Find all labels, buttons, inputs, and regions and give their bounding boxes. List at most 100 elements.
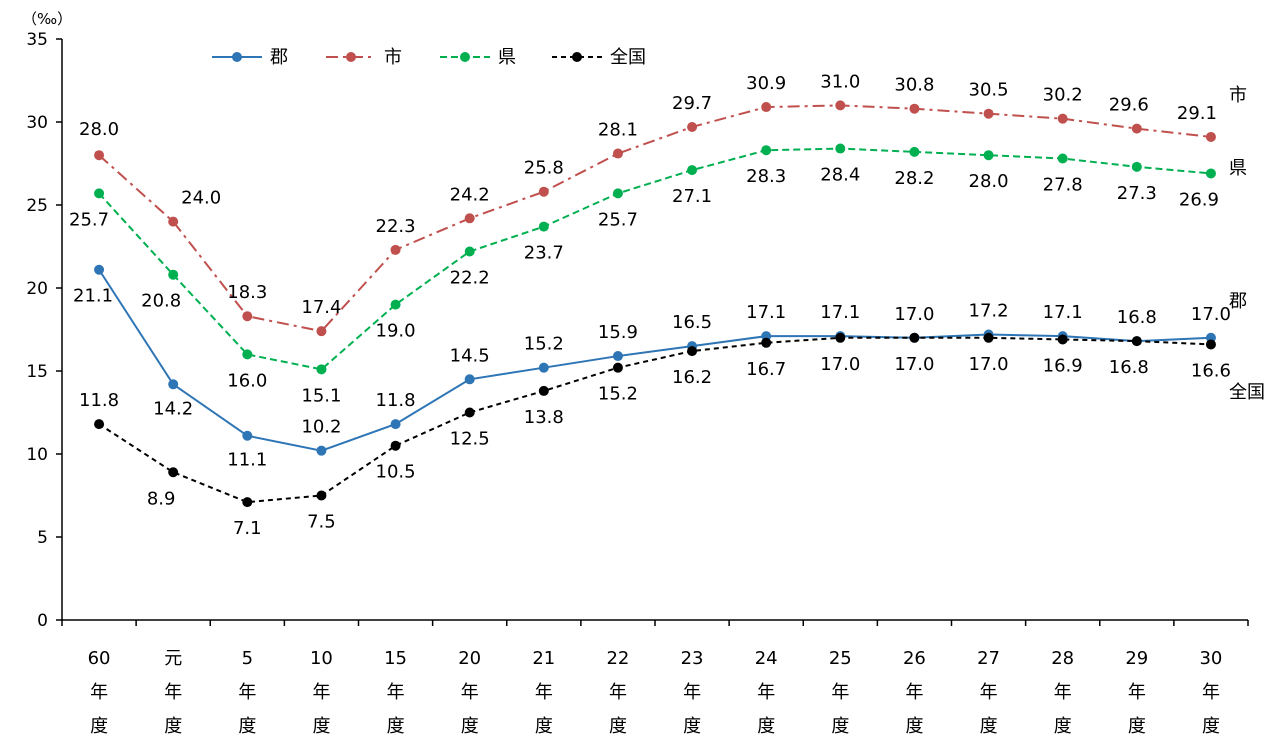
data-label: 25.7 bbox=[69, 209, 109, 230]
x-tick-label: 度 bbox=[387, 716, 405, 737]
series-1-point bbox=[909, 103, 920, 114]
x-tick-label: 度 bbox=[90, 716, 108, 737]
y-tick-label: 15 bbox=[26, 362, 48, 382]
x-tick-label: 22 bbox=[606, 648, 629, 669]
series-0-point bbox=[316, 445, 327, 456]
data-label: 24.0 bbox=[181, 188, 221, 209]
data-label: 12.5 bbox=[450, 429, 490, 450]
x-tick-label: 24 bbox=[755, 648, 778, 669]
series-0-point bbox=[464, 374, 475, 385]
series-3-point bbox=[983, 332, 994, 343]
data-label: 17.4 bbox=[301, 297, 341, 318]
x-tick-label: 度 bbox=[238, 716, 256, 737]
series-2-point bbox=[94, 188, 105, 199]
series-2-point bbox=[464, 246, 475, 257]
data-label: 16.8 bbox=[1117, 307, 1157, 328]
series-2-point bbox=[687, 165, 698, 176]
series-3-point bbox=[909, 332, 920, 343]
series-lines bbox=[98, 104, 1212, 504]
data-label: 31.0 bbox=[820, 71, 860, 92]
y-axis-unit-label: （‰） bbox=[22, 10, 72, 28]
data-label: 15.2 bbox=[524, 334, 564, 355]
series-1-point bbox=[612, 148, 623, 159]
data-label: 16.9 bbox=[1043, 355, 1083, 376]
legend-marker bbox=[232, 52, 242, 62]
series-0-point bbox=[94, 264, 105, 275]
x-tick-label: 度 bbox=[831, 716, 849, 737]
series-3-point bbox=[390, 440, 401, 451]
x-tick-label: 21 bbox=[532, 648, 555, 669]
data-label: 29.1 bbox=[1177, 103, 1217, 124]
series-1-point bbox=[168, 216, 179, 227]
x-tick-label: 度 bbox=[683, 716, 701, 737]
series-2-point bbox=[316, 364, 327, 375]
legend-label: 郡 bbox=[270, 47, 288, 68]
data-label: 30.5 bbox=[969, 80, 1009, 101]
data-label: 28.2 bbox=[894, 168, 934, 189]
y-tick-label: 0 bbox=[37, 611, 48, 631]
x-tick-label: 年 bbox=[312, 682, 330, 703]
x-tick-label: 年 bbox=[164, 682, 182, 703]
x-tick-label: 度 bbox=[1202, 716, 1220, 737]
data-label: 29.6 bbox=[1109, 95, 1149, 116]
legend-label: 市 bbox=[384, 47, 402, 68]
series-3-point bbox=[94, 419, 105, 430]
series-2-point bbox=[909, 146, 920, 157]
x-tick-label: 度 bbox=[609, 716, 627, 737]
x-tick-label: 度 bbox=[905, 716, 923, 737]
data-label: 17.0 bbox=[894, 354, 934, 375]
series-line-0 bbox=[98, 269, 1211, 452]
series-3-point bbox=[464, 407, 475, 418]
data-label: 24.2 bbox=[450, 184, 490, 205]
data-label: 26.9 bbox=[1179, 189, 1219, 210]
series-0-point bbox=[390, 419, 401, 430]
data-label: 25.7 bbox=[598, 209, 638, 230]
x-tick-label: 年 bbox=[831, 682, 849, 703]
x-tick-label: 年 bbox=[1202, 682, 1220, 703]
x-tick-label: 年 bbox=[387, 682, 405, 703]
data-label: 16.8 bbox=[1109, 357, 1149, 378]
data-label: 7.5 bbox=[307, 512, 336, 533]
data-label: 16.6 bbox=[1191, 360, 1231, 381]
data-label: 17.1 bbox=[746, 302, 786, 323]
series-3-point bbox=[538, 385, 549, 396]
series-1-point bbox=[94, 150, 105, 161]
series-0-point bbox=[168, 379, 179, 390]
data-label: 17.0 bbox=[894, 304, 934, 325]
data-label: 20.8 bbox=[141, 291, 181, 312]
series-1-point bbox=[687, 121, 698, 132]
x-tick-label: 年 bbox=[90, 682, 108, 703]
data-label: 15.2 bbox=[598, 384, 638, 405]
x-tick-label: 10 bbox=[310, 648, 333, 669]
series-line-2 bbox=[98, 147, 1212, 371]
x-tick-label: 年 bbox=[757, 682, 775, 703]
x-tick-label: 20 bbox=[458, 648, 481, 669]
series-2-point bbox=[983, 150, 994, 161]
x-tick-label: 度 bbox=[1128, 716, 1146, 737]
data-label: 18.3 bbox=[227, 282, 267, 303]
data-label: 15.9 bbox=[598, 322, 638, 343]
series-2-point bbox=[612, 188, 623, 199]
series-2-point bbox=[390, 299, 401, 310]
data-label: 15.1 bbox=[301, 385, 341, 406]
series-end-label: 全国 bbox=[1229, 382, 1265, 403]
y-tick-label: 20 bbox=[26, 279, 48, 299]
data-label: 29.7 bbox=[672, 93, 712, 114]
data-label: 25.8 bbox=[524, 158, 564, 179]
x-tick-label: 15 bbox=[384, 648, 407, 669]
x-tick-label: 28 bbox=[1051, 648, 1074, 669]
data-label: 30.8 bbox=[894, 75, 934, 96]
series-3-point bbox=[316, 490, 327, 501]
x-tick-label: 度 bbox=[535, 716, 553, 737]
x-tick-label: 年 bbox=[238, 682, 256, 703]
x-tick-label: 60 bbox=[88, 648, 111, 669]
series-2-point bbox=[168, 269, 179, 280]
y-tick-label: 30 bbox=[26, 113, 48, 133]
series-1-point bbox=[464, 213, 475, 224]
x-tick-label: 年 bbox=[905, 682, 923, 703]
series-2-point bbox=[1057, 153, 1068, 164]
series-3-point bbox=[687, 346, 698, 357]
data-label: 30.2 bbox=[1043, 85, 1083, 106]
